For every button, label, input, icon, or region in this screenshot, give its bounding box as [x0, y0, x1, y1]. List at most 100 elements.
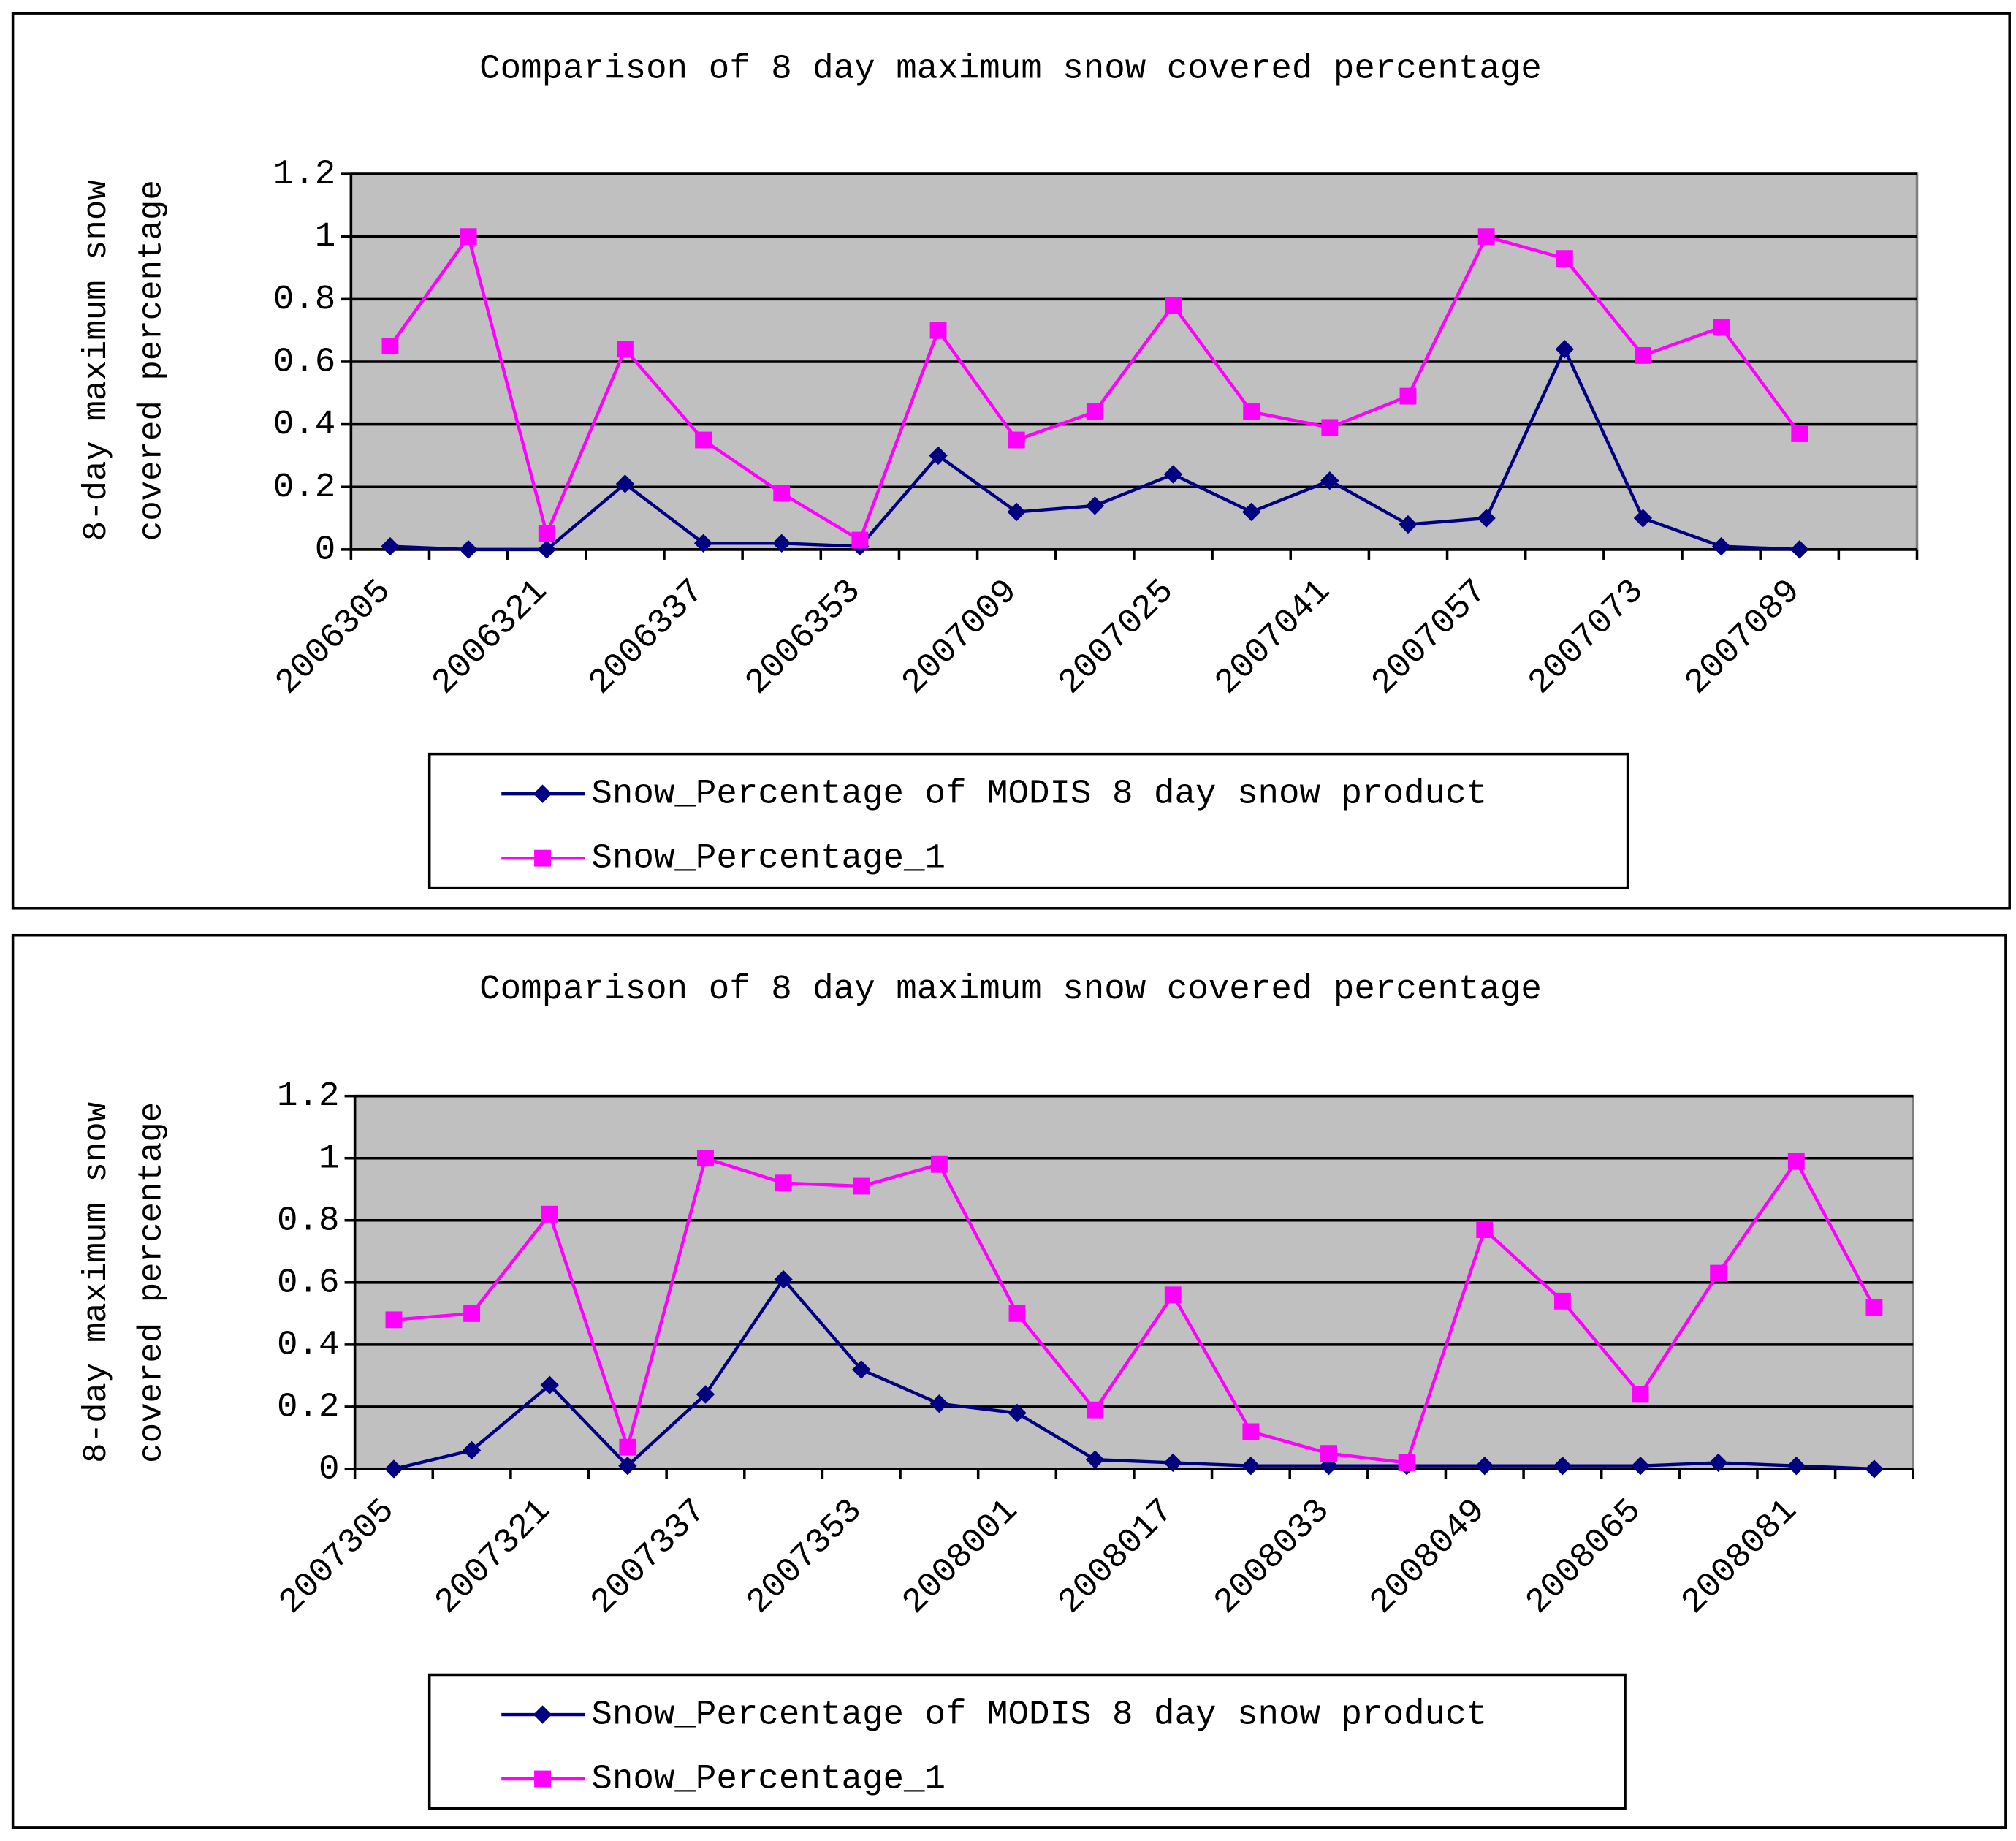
data-point — [929, 1394, 949, 1413]
data-point — [1087, 1401, 1104, 1419]
y-axis-title: covered percentage — [133, 1102, 171, 1463]
chart-title: Comparison of 8 day maximum snow covered… — [479, 970, 1542, 1009]
chart-panel: Comparison of 8 day maximum snow covered… — [11, 12, 2011, 910]
data-point — [538, 525, 555, 542]
data-point — [1163, 1453, 1182, 1473]
data-point — [615, 474, 635, 493]
data-point — [1708, 1453, 1728, 1473]
data-point — [463, 1305, 481, 1322]
data-point — [1556, 250, 1573, 267]
data-point — [460, 228, 477, 246]
data-point — [1790, 540, 1809, 559]
data-point — [1320, 471, 1339, 490]
data-point — [852, 1360, 871, 1379]
legend-box — [427, 752, 1629, 889]
data-point — [537, 540, 556, 559]
y-tick-label: 1.2 — [273, 155, 336, 194]
data-point — [1241, 1457, 1260, 1476]
data-point — [1475, 1457, 1494, 1476]
data-point — [1319, 1457, 1339, 1476]
data-point — [697, 1150, 714, 1167]
series-line — [393, 1276, 1875, 1471]
legend-marker — [534, 849, 551, 867]
data-point — [853, 1177, 870, 1195]
data-point — [1635, 346, 1651, 364]
data-point — [1399, 515, 1418, 534]
y-tick-label: 0 — [319, 1450, 340, 1489]
data-point — [1008, 1403, 1027, 1423]
data-point — [619, 1438, 636, 1456]
data-point — [1711, 536, 1731, 556]
data-point — [695, 431, 712, 449]
legend-label: Snow_Percentage_1 — [591, 839, 946, 878]
y-tick-label: 1.2 — [277, 1077, 340, 1116]
y-tick-label: 1 — [319, 1139, 340, 1178]
data-point — [1865, 1299, 1883, 1316]
data-point — [1632, 1386, 1649, 1403]
y-tick-label: 0.4 — [277, 1325, 340, 1364]
y-tick-label: 0.6 — [273, 343, 336, 382]
data-point — [1243, 403, 1260, 420]
y-tick-label: 0.2 — [273, 468, 336, 507]
data-point — [1164, 1286, 1182, 1304]
y-axis-title: covered percentage — [133, 180, 171, 541]
data-point — [693, 534, 713, 553]
data-point — [930, 1155, 948, 1173]
data-point — [773, 485, 791, 502]
data-point — [1477, 228, 1495, 246]
data-point — [381, 338, 399, 354]
data-point — [1320, 1445, 1337, 1462]
data-point — [1553, 1457, 1572, 1476]
y-tick-label: 0.4 — [273, 405, 336, 444]
y-tick-label: 0.6 — [277, 1263, 340, 1302]
legend-label: Snow_Percentage of MODIS 8 day snow prod… — [591, 775, 1487, 814]
data-point — [929, 446, 948, 466]
data-point — [1007, 502, 1026, 522]
y-tick-label: 0.8 — [273, 280, 336, 319]
data-point — [541, 1205, 558, 1223]
y-axis-title: 8-day maximum snow — [77, 1102, 115, 1463]
data-point — [1086, 403, 1103, 420]
data-point — [1008, 1305, 1026, 1322]
data-point — [1241, 502, 1261, 522]
data-point — [1477, 509, 1496, 528]
y-tick-label: 0.2 — [277, 1387, 340, 1427]
data-point — [1008, 431, 1025, 449]
data-point — [1399, 387, 1417, 405]
legend-label: Snow_Percentage_1 — [591, 1760, 946, 1799]
data-point — [696, 1385, 715, 1404]
data-point — [618, 1457, 637, 1476]
data-point — [459, 540, 478, 559]
data-point — [851, 531, 869, 549]
data-point — [1085, 496, 1105, 515]
y-axis-title: 8-day maximum snow — [77, 180, 115, 541]
data-point — [1165, 297, 1182, 314]
data-point — [929, 322, 947, 339]
data-point — [1555, 340, 1574, 359]
data-point — [1710, 1264, 1727, 1282]
data-point — [1242, 1423, 1260, 1440]
data-point — [774, 1269, 793, 1289]
data-point — [1865, 1459, 1884, 1479]
data-point — [1321, 419, 1339, 436]
legend-label: Snow_Percentage of MODIS 8 day snow prod… — [591, 1696, 1487, 1735]
legend-marker — [533, 784, 552, 803]
data-point — [1791, 425, 1808, 442]
data-point — [1553, 1292, 1571, 1310]
data-point — [1163, 465, 1183, 484]
y-tick-label: 0.8 — [277, 1201, 340, 1240]
legend-marker — [534, 1770, 551, 1788]
data-point — [381, 536, 400, 556]
data-point — [1398, 1454, 1415, 1471]
y-tick-label: 0 — [315, 530, 336, 569]
data-point — [772, 534, 791, 553]
data-point — [1476, 1221, 1494, 1238]
data-point — [384, 1459, 403, 1479]
data-point — [1633, 509, 1653, 528]
data-point — [1787, 1457, 1806, 1476]
data-point — [1713, 319, 1730, 336]
y-tick-label: 1 — [315, 217, 336, 257]
data-point — [462, 1440, 482, 1460]
